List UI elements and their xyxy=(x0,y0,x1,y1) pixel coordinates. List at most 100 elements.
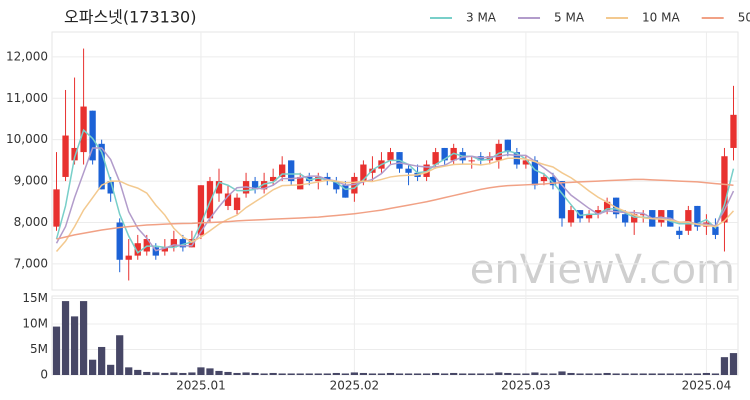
x-tick-label: 2025.04 xyxy=(682,379,732,393)
y-tick-label: 15M xyxy=(22,291,48,305)
volume-bar xyxy=(639,373,647,375)
y-tick-label: 9,000 xyxy=(14,174,48,188)
candle-body xyxy=(612,197,620,215)
volume-bar xyxy=(666,373,674,375)
volume-bar xyxy=(540,373,548,375)
candle-body xyxy=(387,152,394,161)
volume-bar xyxy=(341,373,349,375)
candle-body xyxy=(468,160,475,162)
legend-label: 50 MA xyxy=(738,11,750,25)
volume-bar xyxy=(459,373,467,375)
volume-bar xyxy=(522,373,530,375)
volume-bar xyxy=(657,373,665,375)
y-tick-label: 0 xyxy=(40,368,48,382)
y-tick-label: 12,000 xyxy=(6,49,48,63)
ma-line xyxy=(55,128,735,254)
x-tick-label: 2025.03 xyxy=(501,379,551,393)
volume-bar xyxy=(251,372,259,375)
volume-bar xyxy=(549,373,557,375)
candle-body xyxy=(594,210,602,215)
volume-bar xyxy=(170,372,178,375)
candle-body xyxy=(531,160,539,186)
y-tick-label: 8,000 xyxy=(14,215,48,229)
candle-body xyxy=(134,243,141,256)
volume-bar xyxy=(125,367,133,375)
candle-body xyxy=(567,210,575,223)
volume-bar xyxy=(98,346,106,375)
candle-body xyxy=(125,255,132,260)
volume-bar xyxy=(134,369,142,375)
candle-body xyxy=(206,181,214,219)
volume-bar xyxy=(107,364,115,375)
candle-body xyxy=(441,147,448,161)
volume-bar xyxy=(377,373,386,375)
volume-bar xyxy=(224,371,232,375)
volume-bar xyxy=(729,353,738,375)
candle-body xyxy=(658,210,665,223)
candle-body xyxy=(685,210,692,231)
legend-label: 5 MA xyxy=(554,11,585,25)
volume-bar xyxy=(585,373,593,375)
candle-body xyxy=(631,214,638,223)
candle-body xyxy=(603,201,611,211)
ma-line xyxy=(55,147,735,252)
volume-bar xyxy=(603,372,611,375)
y-tick-label: 11,000 xyxy=(6,91,48,105)
volume-bar xyxy=(477,373,485,375)
candle-body xyxy=(333,181,340,190)
candle-body xyxy=(315,176,322,182)
candle-body xyxy=(712,226,719,235)
volume-bar xyxy=(495,372,503,375)
candle-body xyxy=(585,214,593,219)
candle-body xyxy=(622,214,629,223)
candle-body xyxy=(540,176,548,182)
volume-bar xyxy=(206,368,214,375)
volume-bar xyxy=(89,359,97,375)
candle-body xyxy=(676,230,683,235)
volume-bar xyxy=(702,372,711,375)
volume-bar xyxy=(332,372,340,375)
volume-bar xyxy=(675,373,683,375)
volume-bar xyxy=(395,373,404,375)
candle-body xyxy=(215,181,223,194)
volume-bar xyxy=(693,373,701,375)
candle-body xyxy=(351,176,358,194)
volume-bar xyxy=(359,372,368,375)
volume-panel xyxy=(51,295,739,376)
volume-bar xyxy=(242,372,250,375)
volume-bar xyxy=(486,373,494,375)
volume-bar xyxy=(531,372,539,375)
candle-body xyxy=(504,139,511,153)
volume-bar xyxy=(161,372,169,375)
volume-bar xyxy=(368,373,377,375)
legend-label: 10 MA xyxy=(642,11,680,25)
candle-body xyxy=(297,176,304,190)
x-tick-label: 2025.02 xyxy=(330,379,380,393)
chart-title: 오파스넷(173130) xyxy=(64,8,196,27)
candle-body xyxy=(694,205,701,227)
volume-bar xyxy=(720,357,729,375)
candle-body xyxy=(251,181,259,190)
volume-bar xyxy=(413,373,422,375)
candle-body xyxy=(640,214,647,216)
volume-bar xyxy=(386,372,395,375)
volume-bar xyxy=(558,371,566,375)
volume-bar xyxy=(630,373,638,375)
y-tick-label: 10M xyxy=(22,317,48,331)
volume-bar xyxy=(621,373,629,375)
volume-bar xyxy=(711,373,720,375)
volume-bar xyxy=(576,373,584,375)
y-tick-label: 7,000 xyxy=(14,256,48,270)
volume-bar xyxy=(260,373,268,375)
candle-body xyxy=(107,181,114,194)
y-tick-label: 10,000 xyxy=(6,132,48,146)
candle-body xyxy=(260,181,268,190)
candle-body xyxy=(558,181,566,219)
candle-body xyxy=(288,160,295,182)
candle-body xyxy=(179,239,187,248)
volume-bar xyxy=(215,370,223,375)
volume-bar xyxy=(197,367,205,375)
volume-bar xyxy=(188,372,196,375)
